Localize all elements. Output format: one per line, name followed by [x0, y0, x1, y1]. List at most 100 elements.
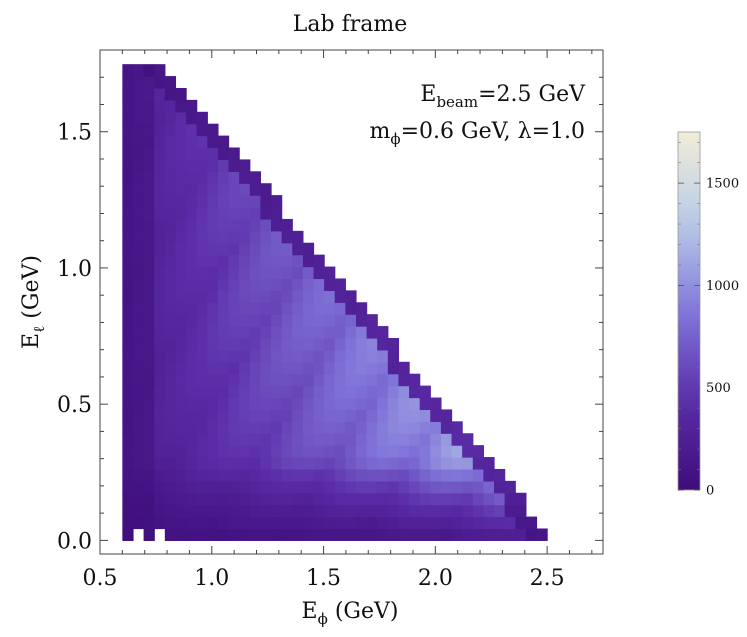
- heatmap-cell: [419, 528, 431, 541]
- heatmap-cell: [217, 385, 230, 399]
- heatmap-cell: [345, 397, 357, 411]
- heatmap-cell: [122, 385, 134, 399]
- heatmap-cell: [154, 349, 166, 363]
- heatmap-cell: [281, 433, 293, 446]
- heatmap-cell: [143, 528, 155, 541]
- heatmap-cell: [281, 468, 293, 482]
- heatmap-cell: [186, 302, 198, 315]
- heatmap-cell: [260, 349, 272, 363]
- heatmap-cell: [260, 278, 272, 291]
- heatmap-cell: [292, 445, 304, 458]
- heatmap-cell: [249, 326, 261, 339]
- heatmap-cell: [281, 326, 293, 339]
- heatmap-cell: [132, 242, 145, 256]
- heatmap-cell: [239, 254, 251, 268]
- heatmap-cell: [217, 266, 230, 280]
- heatmap-cell: [440, 457, 453, 470]
- heatmap-cell: [154, 111, 166, 125]
- heatmap-cell: [334, 409, 346, 422]
- heatmap-cell: [366, 480, 378, 494]
- heatmap-cell: [186, 266, 198, 280]
- heatmap-cell: [207, 468, 219, 482]
- heatmap-cell: [207, 123, 219, 137]
- heatmap-cell: [440, 468, 453, 482]
- heatmap-cell: [175, 361, 187, 375]
- heatmap-cell: [292, 492, 304, 506]
- heatmap-cell: [239, 278, 251, 291]
- heatmap-cell: [207, 171, 219, 184]
- heatmap-cell: [366, 528, 378, 541]
- heatmap-cell: [387, 457, 400, 470]
- heatmap-cell: [409, 492, 421, 506]
- heatmap-cell: [334, 516, 346, 530]
- heatmap-cell: [504, 516, 516, 530]
- heatmap-cell: [419, 433, 431, 446]
- heatmap-cell: [313, 326, 325, 339]
- y-axis-label-rest: (GeV): [19, 255, 44, 326]
- heatmap-cell: [228, 242, 240, 256]
- heatmap-cell: [175, 433, 187, 446]
- heatmap-cell: [324, 326, 336, 339]
- heatmap-cell: [122, 207, 134, 220]
- x-tick-label: 1.0: [194, 566, 229, 591]
- heatmap-cell: [175, 528, 187, 541]
- heatmap-cell: [207, 195, 219, 208]
- heatmap-cell: [387, 337, 400, 351]
- heatmap-cell: [398, 433, 410, 446]
- heatmap-cell: [143, 433, 155, 446]
- heatmap-cell: [122, 492, 134, 506]
- heatmap-cell: [334, 445, 346, 458]
- heatmap-cell: [504, 492, 516, 506]
- heatmap-cell: [154, 516, 166, 530]
- heatmap-cell: [132, 337, 145, 351]
- heatmap-cell: [398, 528, 410, 541]
- heatmap-cell: [175, 123, 187, 137]
- heatmap-cell: [271, 516, 283, 530]
- heatmap-cell: [186, 468, 198, 482]
- heatmap-cell: [196, 468, 208, 482]
- heatmap-cell: [355, 373, 368, 387]
- heatmap-cell: [207, 230, 219, 244]
- heatmap-cell: [313, 516, 325, 530]
- heatmap-cell: [132, 468, 145, 482]
- heatmap-cell: [377, 373, 389, 387]
- heatmap-cell: [334, 528, 346, 541]
- heatmap-cell: [196, 314, 208, 327]
- heatmap-cell: [132, 445, 145, 458]
- heatmap-cell: [239, 302, 251, 315]
- heatmap-cell: [217, 278, 230, 291]
- heatmap-cell: [355, 361, 368, 375]
- heatmap-cell: [143, 373, 155, 387]
- heatmap-cell: [494, 516, 506, 530]
- heatmap-cell: [302, 266, 315, 280]
- heatmap-cell: [239, 183, 251, 196]
- heatmap-cell: [292, 480, 304, 494]
- heatmap-cell: [239, 409, 251, 422]
- heatmap-cell: [483, 468, 495, 482]
- heatmap-cell: [271, 468, 283, 482]
- heatmap-cell: [271, 230, 283, 244]
- heatmap-cell: [398, 409, 410, 422]
- heatmap-cell: [143, 171, 155, 184]
- heatmap-cell: [324, 409, 336, 422]
- heatmap-cell: [217, 314, 230, 327]
- heatmap-cell: [281, 361, 293, 375]
- heatmap-cell: [419, 480, 431, 494]
- heatmap-cell: [228, 266, 240, 280]
- heatmap-cell: [196, 433, 208, 446]
- heatmap-cell: [249, 421, 261, 434]
- heatmap-cell: [143, 207, 155, 220]
- heatmap-cell: [164, 337, 177, 351]
- heatmap-cell: [122, 254, 134, 268]
- heatmap-cell: [249, 218, 261, 232]
- heatmap-cells: [122, 64, 548, 541]
- heatmap-cell: [186, 135, 198, 149]
- heatmap-cell: [271, 421, 283, 434]
- heatmap-cell: [494, 528, 506, 541]
- heatmap-cell: [175, 159, 187, 172]
- heatmap-cell: [355, 516, 368, 530]
- heatmap-cell: [175, 373, 187, 387]
- y-axis-label-base: E: [19, 333, 44, 349]
- heatmap-cell: [271, 361, 283, 375]
- heatmap-cell: [292, 409, 304, 422]
